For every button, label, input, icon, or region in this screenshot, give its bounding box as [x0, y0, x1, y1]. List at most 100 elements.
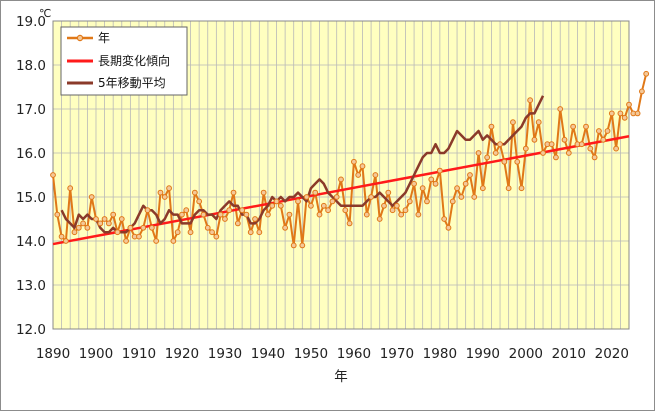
annual-data-point	[381, 202, 387, 209]
annual-data-point	[462, 180, 469, 187]
annual-data-point	[436, 167, 443, 174]
y-tick-label: 15.0	[16, 190, 46, 206]
legend: 年 長期変化傾向 5年移動平均	[60, 26, 188, 96]
annual-data-point	[514, 158, 521, 165]
annual-data-point	[243, 211, 250, 218]
annual-data-point	[587, 145, 594, 152]
annual-data-point	[531, 136, 538, 143]
annual-data-point	[471, 194, 478, 200]
annual-data-point	[127, 224, 134, 231]
y-tick-label: 17.0	[16, 102, 46, 118]
annual-data-point	[140, 224, 147, 231]
x-tick-label: 1980	[423, 346, 457, 362]
annual-data-point	[239, 207, 246, 214]
annual-data-point	[591, 154, 598, 161]
annual-data-point	[174, 229, 181, 236]
annual-data-point	[265, 211, 271, 218]
annual-data-point	[114, 229, 121, 236]
annual-data-point	[578, 141, 585, 148]
y-tick-label: 16.0	[16, 146, 46, 162]
annual-data-point	[222, 216, 228, 222]
y-tick-label: 18.0	[16, 58, 46, 74]
annual-data-point	[565, 150, 572, 156]
annual-data-point	[458, 194, 465, 200]
x-tick-label: 2000	[509, 346, 543, 362]
annual-data-point	[325, 207, 332, 214]
annual-data-point	[497, 141, 503, 148]
annual-data-point	[570, 123, 577, 130]
annual-data-point	[338, 176, 344, 183]
legend-label-trend: 長期変化傾向	[98, 53, 170, 68]
annual-data-point	[617, 110, 624, 117]
annual-data-point	[101, 216, 108, 222]
annual-data-point	[290, 242, 297, 249]
annual-data-point	[488, 123, 495, 130]
annual-data-point	[136, 233, 142, 240]
annual-data-point	[88, 194, 95, 200]
annual-data-point	[604, 128, 611, 134]
annual-data-point	[449, 198, 456, 205]
annual-data-point	[63, 238, 69, 244]
annual-data-point	[50, 172, 56, 178]
annual-data-point	[467, 172, 473, 178]
annual-data-point	[376, 216, 383, 222]
annual-data-point	[252, 216, 258, 222]
x-tick-label: 1950	[294, 346, 328, 362]
annual-data-point	[187, 229, 194, 236]
annual-data-point	[441, 216, 448, 222]
annual-data-point	[179, 211, 185, 218]
annual-data-point	[123, 238, 129, 244]
annual-data-point	[389, 207, 396, 214]
x-tick-label: 2020	[595, 346, 629, 362]
annual-data-point	[522, 145, 529, 152]
x-tick-label: 1910	[122, 346, 156, 362]
annual-data-point	[419, 185, 426, 192]
x-tick-label: 2010	[552, 346, 586, 362]
annual-data-point	[398, 211, 405, 218]
annual-data-point	[84, 224, 91, 231]
annual-data-point	[213, 233, 220, 240]
annual-data-point	[484, 154, 491, 161]
annual-data-point	[316, 211, 323, 218]
annual-data-point	[402, 207, 409, 214]
annual-data-point	[209, 229, 215, 236]
annual-data-point	[527, 97, 534, 104]
annual-data-point	[247, 229, 254, 236]
annual-data-point	[406, 198, 413, 205]
annual-data-point	[613, 145, 619, 152]
annual-data-point	[510, 119, 516, 126]
y-tick-label: 12.0	[16, 322, 46, 338]
y-axis-unit: ℃	[39, 7, 51, 20]
annual-data-point	[342, 207, 349, 214]
annual-data-point	[170, 238, 177, 244]
annual-data-point	[110, 211, 117, 218]
annual-data-point	[432, 180, 439, 187]
annual-data-point	[479, 185, 486, 192]
annual-data-point	[535, 119, 542, 126]
legend-label-annual: 年	[98, 31, 110, 45]
annual-data-point	[501, 158, 508, 165]
annual-data-point	[626, 101, 632, 108]
annual-data-point	[355, 172, 362, 178]
annual-data-point	[492, 150, 499, 156]
annual-data-point	[144, 207, 151, 214]
annual-data-point	[415, 211, 422, 218]
annual-data-point	[363, 211, 370, 218]
annual-data-point	[148, 224, 155, 231]
x-tick-label: 1940	[251, 346, 285, 362]
annual-data-point	[93, 216, 99, 222]
annual-data-point	[226, 207, 233, 214]
annual-data-point	[54, 211, 61, 218]
annual-data-point	[153, 238, 160, 244]
annual-data-point	[75, 224, 82, 231]
legend-label-moving-avg: 5年移動平均	[98, 76, 166, 90]
x-axis-ticks: 1890 1900 1910 1920 1930 1940 1950 1960 1970 1980…	[36, 346, 629, 362]
x-axis-label: 年	[334, 369, 348, 385]
y-tick-label: 19.0	[16, 14, 46, 30]
annual-data-point	[639, 88, 645, 95]
annual-data-point	[303, 194, 310, 200]
annual-data-point	[260, 189, 267, 196]
annual-data-point	[230, 189, 237, 196]
annual-data-point	[196, 198, 203, 205]
